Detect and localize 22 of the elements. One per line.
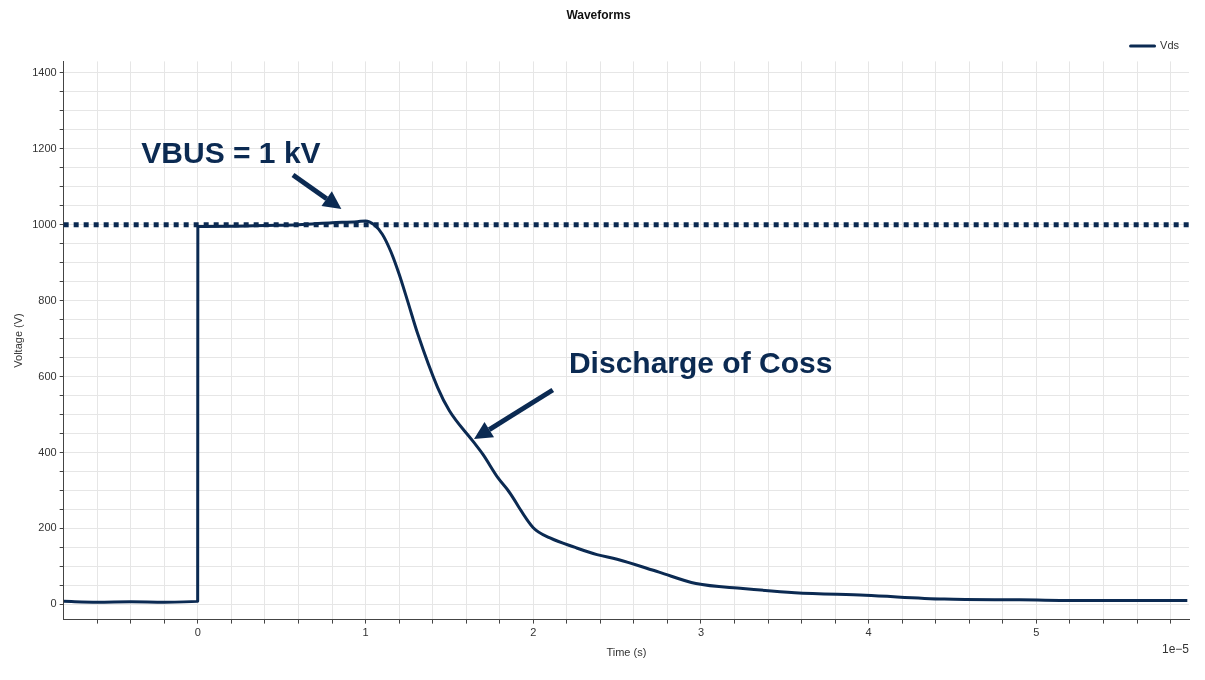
x-tick-label: 5 <box>1033 626 1040 639</box>
x-tick-label: 0 <box>194 626 201 639</box>
y-tick-label: 200 <box>38 521 57 534</box>
x-axis-title: Time (s) <box>606 646 647 659</box>
legend-label: Vds <box>1160 38 1180 51</box>
annotation: VBUS = 1 kV <box>141 135 321 169</box>
x-tick-label: 1 <box>362 626 369 639</box>
y-tick-label: 1200 <box>32 141 57 154</box>
x-tick-label: 4 <box>865 626 872 639</box>
y-tick-label: 600 <box>38 369 57 382</box>
y-tick-label: 1000 <box>32 217 57 230</box>
x-tick-label: 3 <box>697 626 705 639</box>
line-series <box>63 219 1189 604</box>
annotation: Discharge of Coss <box>568 345 833 379</box>
y-tick-label: 800 <box>38 293 57 306</box>
text: 1e−5 <box>1161 641 1190 656</box>
chart-title: Waveforms <box>566 7 631 22</box>
y-tick-label: 1400 <box>32 65 57 78</box>
y-axis-title: Voltage (V) <box>11 313 24 368</box>
y-tick-label: 400 <box>38 445 57 458</box>
x-tick-label: 2 <box>530 626 537 639</box>
y-tick-label: 0 <box>50 597 57 610</box>
